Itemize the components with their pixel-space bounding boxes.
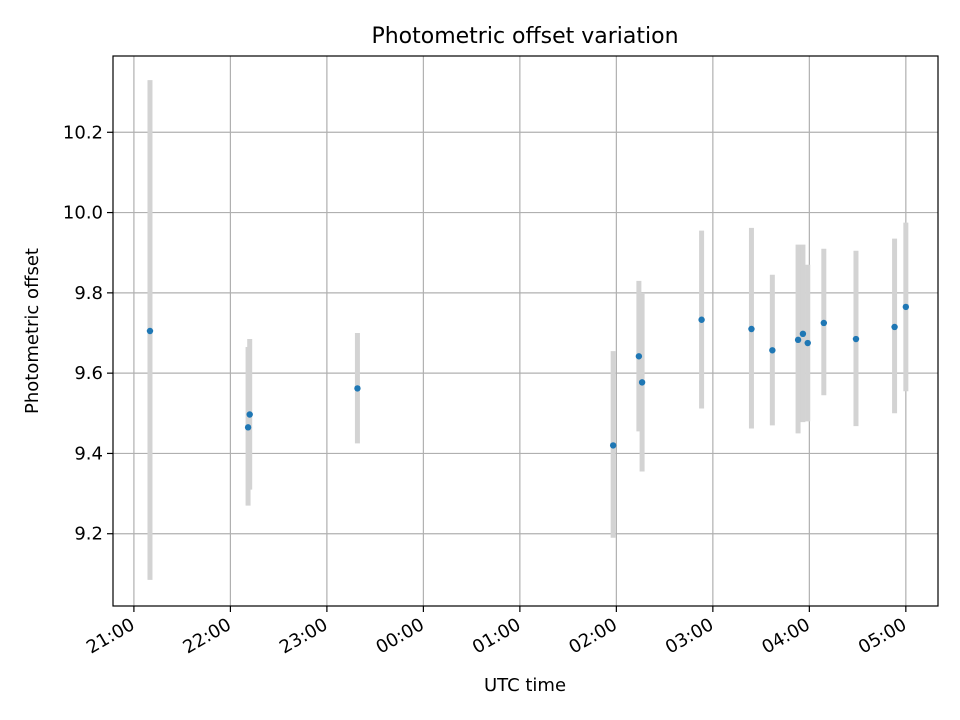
data-point — [820, 319, 828, 327]
y-axis-ticks: 9.2 9.4 9.6 9.8 10.0 10.2 — [63, 122, 113, 545]
data-point — [354, 385, 361, 392]
data-point — [748, 325, 755, 333]
data-points — [146, 303, 910, 449]
y-axis-label: Photometric offset — [22, 248, 43, 414]
y-tick-label: 9.4 — [74, 443, 103, 464]
data-point — [146, 327, 154, 335]
data-point — [804, 339, 811, 347]
data-point — [609, 442, 617, 449]
y-tick-label: 10.2 — [63, 122, 103, 143]
data-point — [852, 335, 860, 343]
y-tick-label: 10.0 — [63, 203, 103, 224]
data-point — [769, 347, 776, 354]
y-tick-label: 9.2 — [74, 524, 103, 545]
y-tick-label: 9.6 — [74, 363, 103, 384]
plot-frame — [112, 55, 939, 607]
y-tick-label: 9.8 — [74, 283, 103, 304]
data-point — [902, 303, 910, 311]
data-point — [799, 330, 807, 338]
chart-title: Photometric offset variation — [371, 24, 678, 49]
data-point — [635, 353, 643, 360]
x-axis-label: UTC time — [484, 675, 566, 696]
data-point — [246, 411, 253, 418]
data-point — [244, 424, 252, 431]
data-point — [891, 323, 898, 331]
data-point — [794, 336, 802, 344]
data-point — [698, 316, 705, 323]
data-point — [638, 379, 646, 386]
